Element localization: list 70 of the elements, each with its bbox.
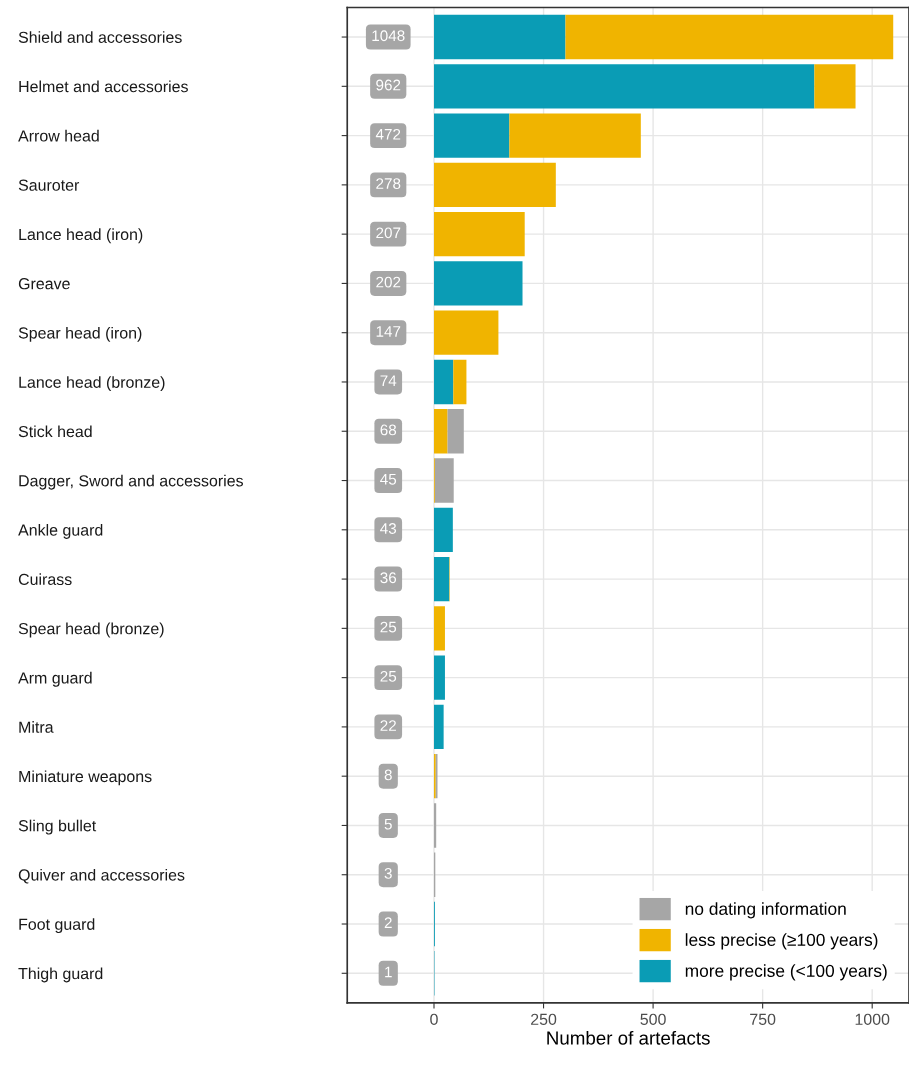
- total-label: 278: [376, 178, 401, 189]
- legend-label: less precise (≥100 years): [685, 933, 878, 950]
- bar: [434, 359, 454, 405]
- bar: [434, 655, 445, 700]
- legend-label: no dating information: [685, 902, 846, 919]
- y-tick-label: Sling bullet: [18, 819, 97, 835]
- x-tick-label: 1000: [855, 1013, 890, 1025]
- y-tick-label: Lance head (iron): [19, 228, 143, 244]
- legend-label: more precise (<100 years): [685, 964, 887, 981]
- total-label: 1: [385, 966, 392, 978]
- y-tick-label: Thigh guard: [18, 967, 103, 983]
- bar: [434, 14, 566, 60]
- bar: [434, 310, 499, 355]
- bar: [434, 458, 454, 503]
- bar: [434, 211, 525, 257]
- bar: [509, 113, 641, 158]
- total-label: 962: [376, 79, 401, 91]
- bar: [434, 556, 450, 602]
- y-tick-label: Helmet and accessories: [19, 80, 188, 93]
- total-label: 68: [380, 424, 397, 436]
- y-tick-label: Shield and accessories: [18, 31, 182, 43]
- y-tick-label: Quiver and accessories: [18, 868, 185, 884]
- y-tick-label: Lance head (bronze): [19, 376, 165, 392]
- y-tick-label: Spear head (bronze): [18, 622, 164, 638]
- bar: [434, 409, 448, 454]
- bar: [434, 704, 444, 750]
- bar: [434, 261, 523, 306]
- bar: [434, 606, 445, 651]
- total-label: 25: [380, 670, 397, 682]
- y-tick-label: Cuirass: [18, 573, 72, 586]
- total-label: 472: [375, 128, 401, 140]
- y-tick-label: Ankle guard: [18, 524, 103, 539]
- total-label: 45: [380, 473, 397, 485]
- bar: [447, 409, 464, 454]
- x-tick-label: 0: [430, 1013, 438, 1025]
- bar: [434, 162, 556, 208]
- total-label: 3: [384, 868, 392, 879]
- y-tick-label: Greave: [18, 278, 70, 290]
- total-label: 207: [376, 227, 401, 239]
- x-tick-label: 500: [640, 1013, 666, 1025]
- total-label: 43: [380, 523, 397, 534]
- y-tick-label: Stick head: [18, 425, 92, 438]
- x-tick-label: 250: [531, 1013, 557, 1025]
- total-label: 5: [384, 818, 392, 830]
- total-label: 202: [376, 276, 401, 288]
- total-label: 147: [376, 326, 401, 337]
- total-label: 1048: [372, 30, 405, 42]
- y-tick-label: Arrow head: [18, 129, 99, 142]
- y-tick-label: Miniature weapons: [19, 770, 152, 786]
- total-label: 36: [380, 572, 397, 584]
- bar: [434, 803, 437, 848]
- total-label: 74: [380, 375, 397, 386]
- x-axis-title: Number of artefacts: [547, 1030, 710, 1045]
- bar: [434, 64, 815, 109]
- bar: [814, 64, 856, 109]
- total-label: 22: [380, 720, 396, 731]
- bar: [453, 359, 467, 405]
- y-tick-label: Foot guard: [19, 918, 95, 934]
- y-tick-label: Arm guard: [18, 671, 92, 687]
- y-tick-label: Spear head (iron): [18, 326, 142, 342]
- total-label: 8: [384, 769, 392, 781]
- y-tick-label: Dagger, Sword and accessories: [19, 474, 243, 490]
- bar: [434, 113, 510, 158]
- x-tick-label: 750: [750, 1013, 776, 1025]
- bar: [565, 14, 894, 60]
- total-label: 25: [380, 621, 397, 633]
- y-tick-label: Sauroter: [18, 179, 80, 191]
- total-label: 2: [384, 917, 392, 928]
- y-tick-label: Mitra: [19, 721, 54, 733]
- bar: [434, 507, 453, 552]
